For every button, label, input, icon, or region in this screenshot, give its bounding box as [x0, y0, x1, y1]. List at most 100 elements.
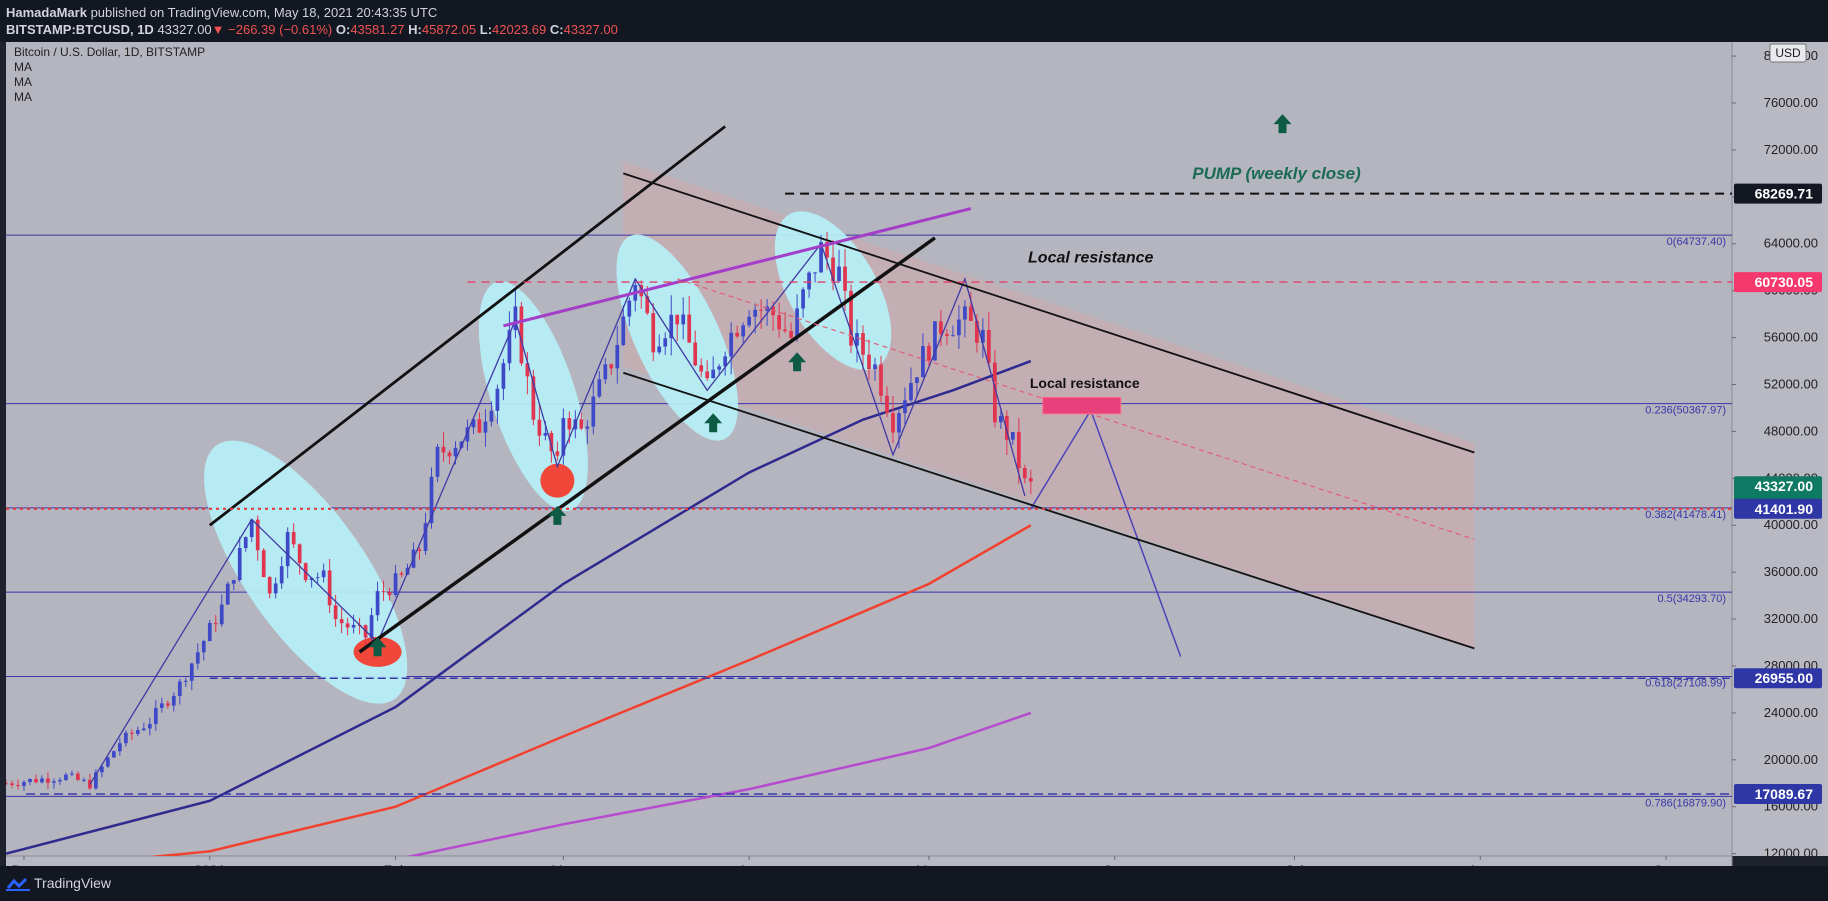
- pump-label: PUMP (weekly close): [1192, 164, 1361, 183]
- candle-body: [663, 338, 668, 347]
- candle-body: [963, 306, 967, 320]
- candle-body: [891, 412, 895, 433]
- y-tick-label: 76000.00: [1764, 95, 1818, 110]
- candle-body: [555, 451, 560, 456]
- candle-body: [525, 363, 530, 377]
- candle-body: [369, 615, 374, 638]
- y-tick-label: 20000.00: [1764, 752, 1818, 767]
- candle-body: [615, 345, 620, 369]
- open-label: O:: [335, 22, 351, 37]
- uptrend-upper-line: [208, 125, 727, 527]
- candle-body: [675, 314, 680, 325]
- candle-body: [927, 346, 931, 361]
- candle-body: [567, 418, 572, 430]
- candle-body: [112, 751, 116, 758]
- legend-title: Bitcoin / U.S. Dollar, 1D, BITSTAMP: [14, 45, 205, 59]
- candle-body: [225, 583, 230, 605]
- x-tick-label: Jun: [1103, 862, 1126, 866]
- price-badge-label: 43327.00: [1755, 478, 1814, 494]
- fib-level-label: 0(64737.40): [1667, 236, 1726, 248]
- candle-body: [837, 266, 841, 282]
- candle-body: [345, 623, 350, 628]
- downtrend-upper-line: [623, 172, 1475, 454]
- candle-body: [998, 415, 1003, 423]
- plot-layer: PUMP (weekly close) Local resistance Local…: [6, 114, 1732, 856]
- candle-body: [819, 242, 823, 273]
- candle-body: [549, 432, 554, 452]
- candle-body: [897, 413, 901, 433]
- candle-body: [429, 476, 434, 524]
- candle-body: [992, 362, 997, 423]
- candle-body: [106, 757, 110, 767]
- y-tick-label: 32000.00: [1764, 611, 1818, 626]
- open-value: 43581.27: [350, 22, 405, 37]
- candle-body: [741, 325, 746, 337]
- candle-body: [699, 365, 704, 372]
- price-badge: [1734, 272, 1822, 293]
- candle-body: [873, 364, 877, 369]
- author-name[interactable]: HamadaMark: [6, 5, 87, 20]
- candle-body: [231, 580, 236, 584]
- price-badge: [1734, 183, 1822, 204]
- candle-body: [585, 426, 590, 429]
- local-resistance-label: Local resistance: [1030, 375, 1140, 391]
- support-marker: [540, 463, 575, 498]
- candle-body: [945, 334, 949, 336]
- candle-body: [465, 427, 470, 442]
- candle-body: [333, 605, 338, 620]
- candle-body: [651, 313, 656, 353]
- candle-body: [981, 329, 985, 343]
- local-resistance-label: Local resistance: [1028, 250, 1154, 267]
- fib-level-label: 0.5(34293.70): [1658, 593, 1727, 605]
- symbol: BITSTAMP:BTCUSD, 1D: [6, 22, 154, 37]
- plot-area: [6, 42, 1732, 856]
- candle-body: [657, 346, 662, 353]
- low-value: 42023.69: [492, 22, 547, 37]
- candle-body: [165, 703, 170, 706]
- y-tick-label: 56000.00: [1764, 330, 1818, 345]
- candle-body: [975, 320, 979, 343]
- candle-body: [561, 418, 566, 456]
- candle-body: [171, 695, 176, 706]
- legend-ma-label: MA: [14, 90, 32, 104]
- candle-body: [441, 446, 446, 453]
- candle-body: [609, 364, 614, 369]
- candle-body: [279, 566, 284, 584]
- candle-body: [627, 300, 632, 317]
- candle-body: [471, 419, 476, 428]
- candle-body: [22, 782, 26, 786]
- x-tick-label: Sep: [1654, 862, 1679, 866]
- candle-body: [213, 622, 218, 625]
- x-tick-label: 2021: [194, 862, 225, 866]
- candle-body: [399, 573, 404, 575]
- candle-body: [795, 308, 799, 338]
- price-chart[interactable]: PUMP (weekly close) Local resistance Local…: [0, 42, 1828, 866]
- footer-brand[interactable]: TradingView: [34, 875, 112, 891]
- candle-body: [1004, 415, 1009, 440]
- candle-body: [807, 272, 811, 290]
- candle-body: [267, 577, 272, 594]
- candle-body: [501, 363, 506, 389]
- tradingview-logo-icon: [6, 877, 30, 891]
- candle-body: [291, 532, 296, 545]
- candle-body: [711, 369, 716, 379]
- ma-line: [6, 359, 1032, 855]
- ma-line: [406, 711, 1032, 856]
- time-scale: [6, 856, 1732, 866]
- legend-ma-label: MA: [14, 75, 32, 89]
- candle-body: [909, 382, 913, 401]
- candle-body: [705, 371, 710, 379]
- y-tick-label: 12000.00: [1764, 846, 1818, 861]
- ohlc-line: BITSTAMP:BTCUSD, 1D 43327.00▼ −266.39 (−…: [6, 22, 618, 37]
- candle-body: [735, 332, 740, 337]
- price-badge: [1734, 498, 1822, 519]
- up-arrow-icon: [368, 637, 387, 657]
- candle-body: [921, 346, 925, 378]
- price-badge: [1734, 783, 1822, 804]
- candle-body: [513, 306, 518, 331]
- candle-body: [753, 309, 757, 317]
- candle-body: [201, 641, 206, 653]
- footer-bar: TradingView: [0, 866, 1828, 901]
- candle-body: [849, 290, 853, 346]
- candle-body: [40, 778, 44, 783]
